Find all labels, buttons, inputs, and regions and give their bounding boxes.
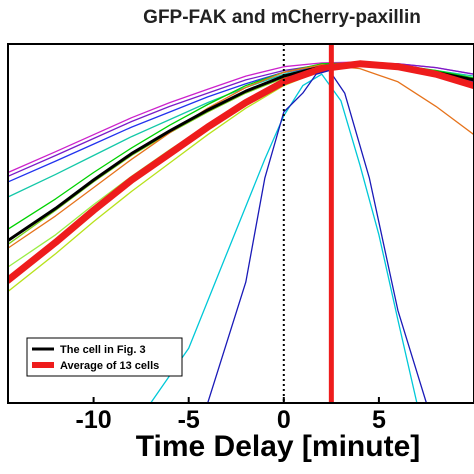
x-tick-label: -5 xyxy=(178,406,200,434)
plot-frame xyxy=(7,43,474,404)
series-line-9 xyxy=(8,64,474,249)
x-tick-label: 0 xyxy=(277,406,291,434)
legend-label-cell: The cell in Fig. 3 xyxy=(60,344,146,356)
legend-box xyxy=(26,337,183,377)
legend: The cell in Fig. 3 Average of 13 cells xyxy=(26,337,183,377)
series-line-12 xyxy=(150,73,418,403)
x-tick-label: 5 xyxy=(372,406,386,434)
chart-title: GFP-FAK and mCherry-paxillin xyxy=(143,7,421,28)
series-line-2 xyxy=(8,62,474,177)
series-line-3 xyxy=(8,65,474,183)
series-layer xyxy=(8,60,474,403)
series-line-13 xyxy=(207,69,428,403)
series-line-4 xyxy=(8,64,474,198)
x-tick-label: -10 xyxy=(76,406,112,434)
legend-label-average: Average of 13 cells xyxy=(60,360,159,372)
series-line-1 xyxy=(8,61,474,174)
x-axis-label: Time Delay [minute] xyxy=(136,430,421,463)
reference-lines xyxy=(282,44,334,403)
x-axis: -10 -5 0 5 xyxy=(76,397,386,434)
series-line-11 xyxy=(8,60,474,284)
series-line-7 xyxy=(8,65,474,293)
